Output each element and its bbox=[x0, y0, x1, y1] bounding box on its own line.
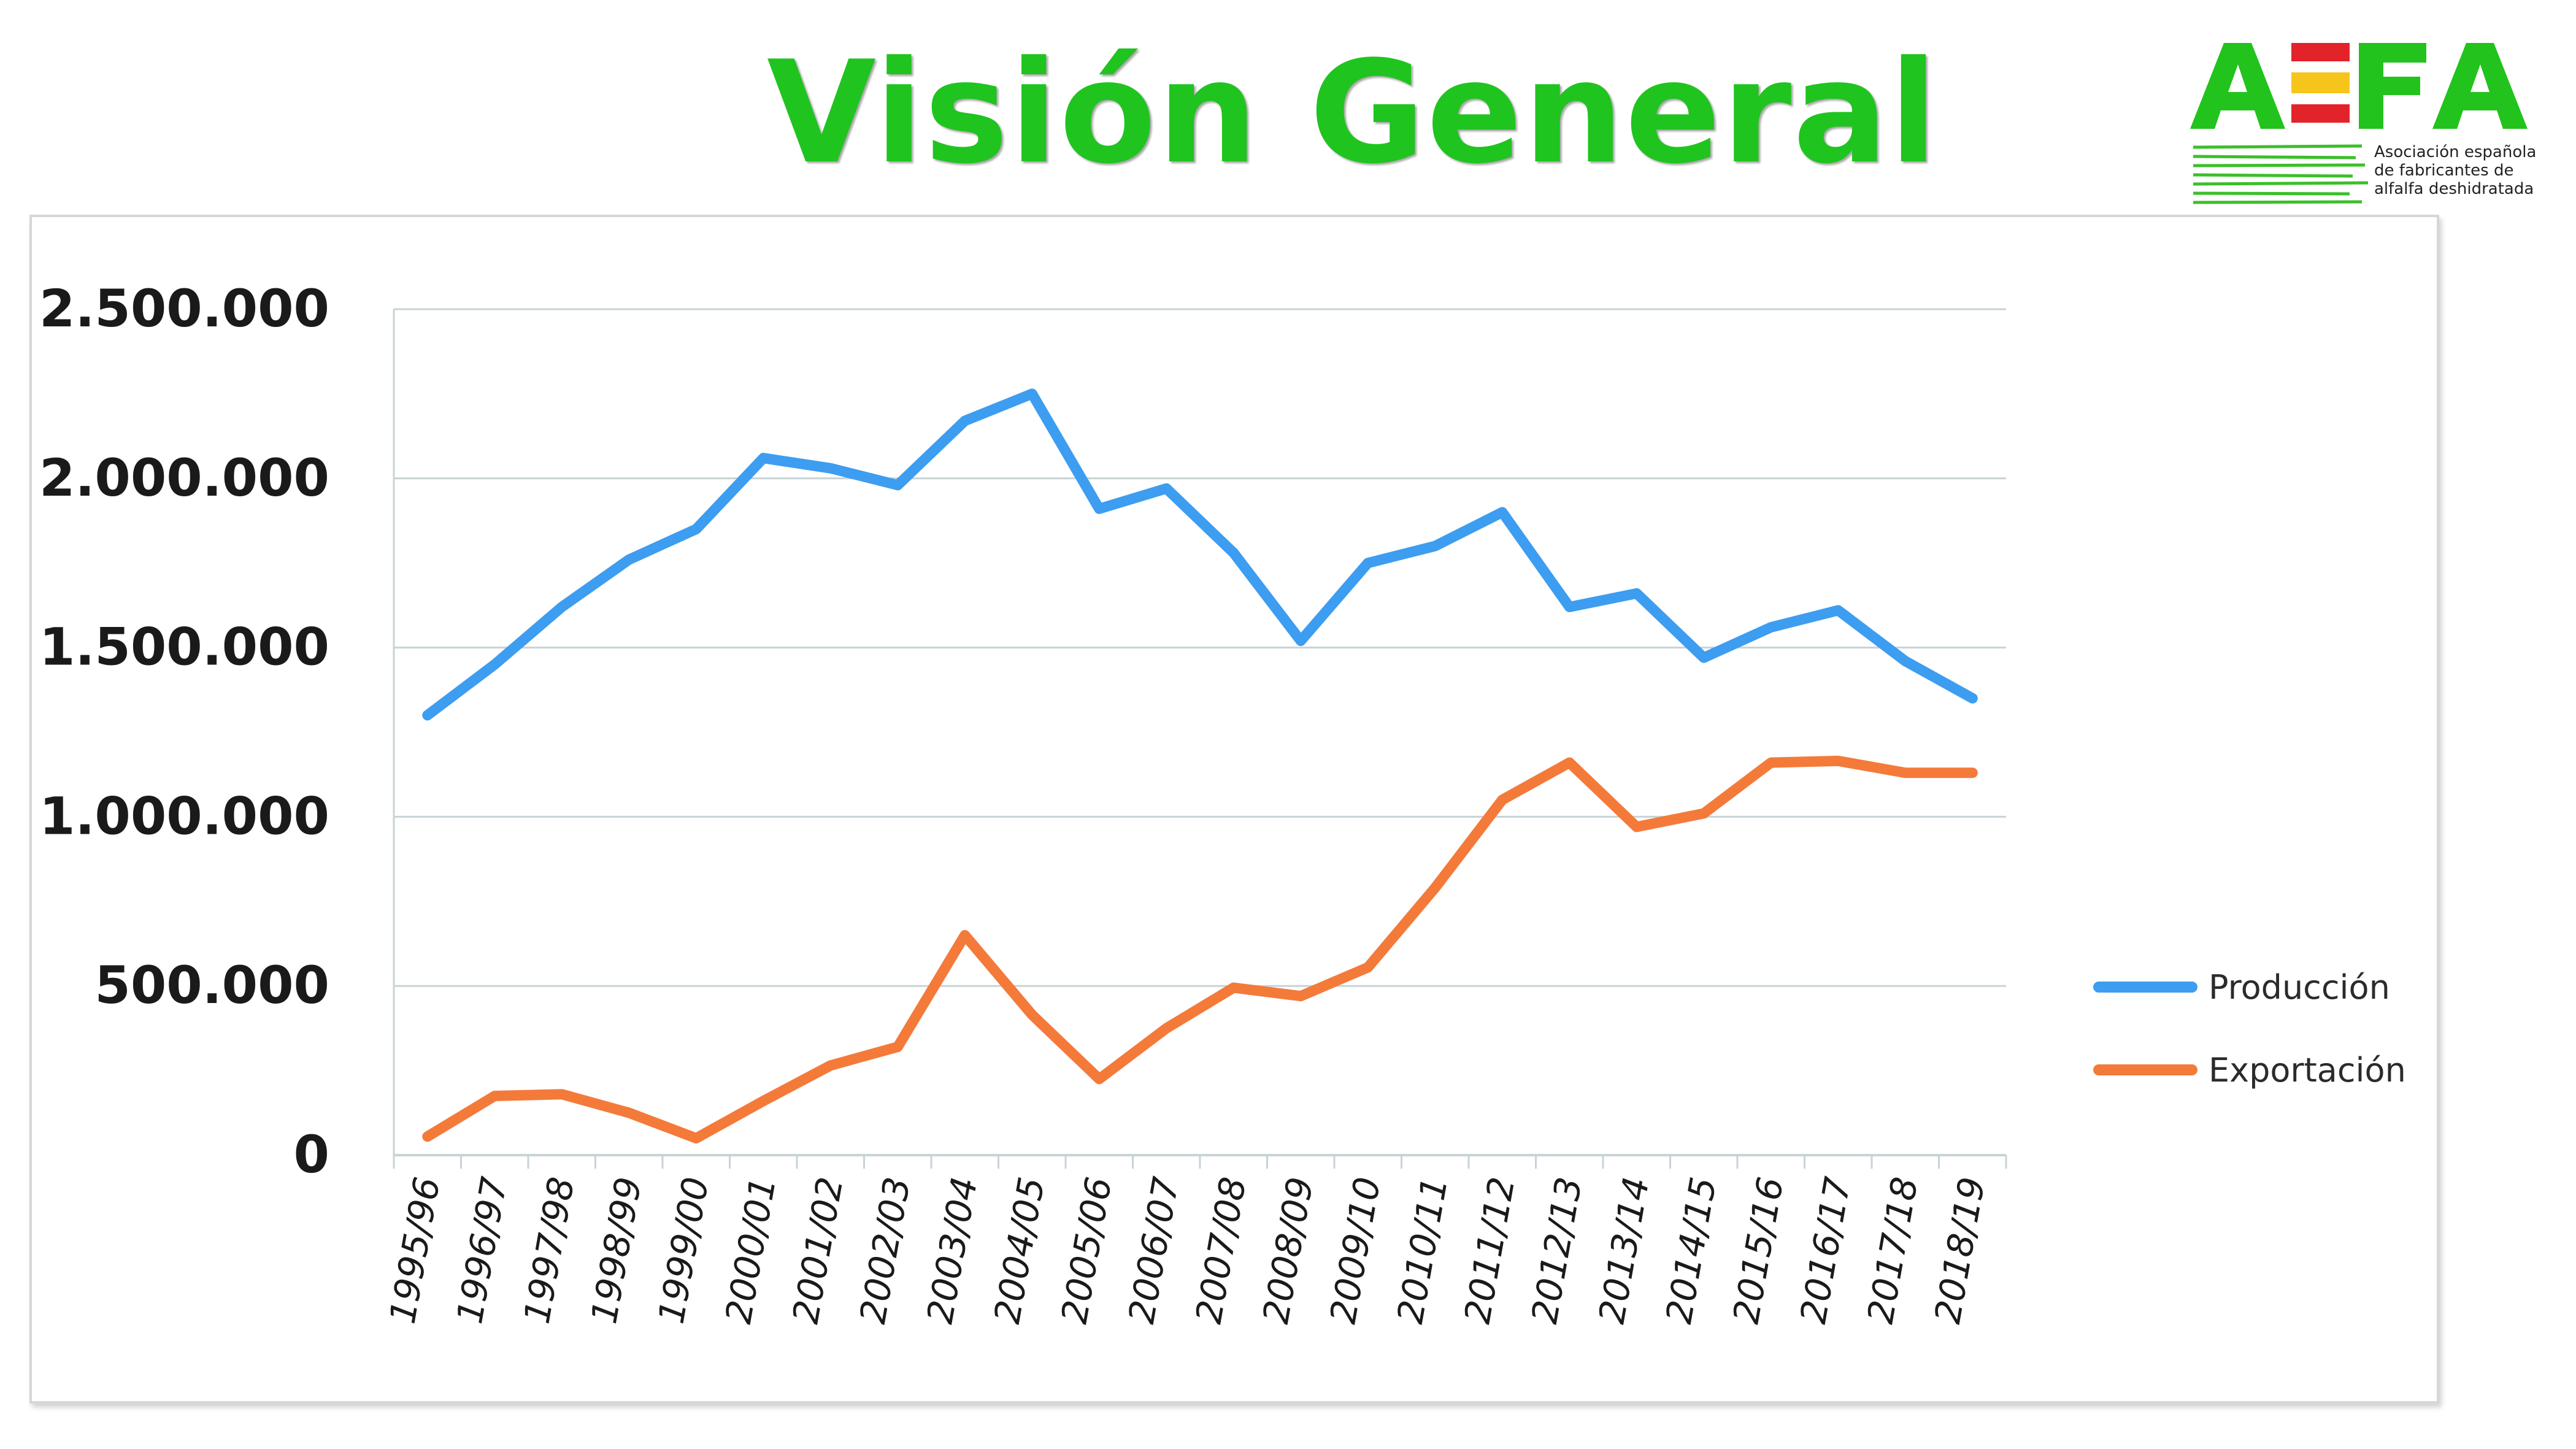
legend-label-exportacion: Exportación bbox=[2209, 1050, 2406, 1090]
logo-subtitle-line-2: de fabricantes de bbox=[2374, 161, 2513, 180]
x-tick-label: 2008/09 bbox=[1255, 1174, 1321, 1327]
legend-swatch-produccion bbox=[2093, 982, 2197, 993]
grid-lines bbox=[394, 308, 2006, 987]
y-tick-label: 0 bbox=[294, 1124, 329, 1185]
x-tick-label: 2013/14 bbox=[1591, 1174, 1658, 1327]
x-tick-label: 2006/07 bbox=[1120, 1174, 1187, 1327]
x-tick-label: 2003/04 bbox=[919, 1174, 986, 1327]
logo-flag-red-top bbox=[2291, 43, 2350, 61]
logo-letter-a2 bbox=[2432, 43, 2528, 129]
y-tick-label: 1.000.000 bbox=[39, 786, 329, 846]
x-tick-label: 2010/11 bbox=[1389, 1174, 1456, 1327]
x-tick-label: 2012/13 bbox=[1523, 1174, 1590, 1327]
x-tick-label: 2004/05 bbox=[986, 1174, 1053, 1327]
x-tick-label: 1999/00 bbox=[650, 1174, 717, 1327]
x-tick-label: 2015/16 bbox=[1725, 1174, 1792, 1327]
logo-letter-a bbox=[2190, 43, 2285, 129]
logo-flag-yellow bbox=[2291, 72, 2350, 93]
legend-item-produccion: Producción bbox=[2093, 953, 2461, 1021]
series-line-exportacion bbox=[422, 755, 1978, 1143]
aefa-logo: Asociación española de fabricantes de al… bbox=[2190, 43, 2536, 204]
x-tick-label: 2002/03 bbox=[852, 1174, 918, 1327]
y-tick-labels: 2.500.000 2.000.000 1.500.000 1.000.000 500.… bbox=[39, 279, 329, 1185]
x-tick-label: 2014/15 bbox=[1658, 1174, 1724, 1327]
logo-subtitle-line-1: Asociación española bbox=[2374, 143, 2536, 161]
x-tick-label: 2018/19 bbox=[1926, 1174, 1993, 1327]
x-tick-label: 2009/10 bbox=[1322, 1174, 1389, 1327]
logo-letter-f bbox=[2359, 43, 2426, 129]
x-tick-label: 1995/96 bbox=[382, 1174, 448, 1327]
x-tick-label: 2007/08 bbox=[1188, 1174, 1255, 1327]
x-tick-labels: 1995/96 1996/97 1997/98 1998/99 1999/00 2000/… bbox=[382, 1174, 1993, 1327]
legend: Producción Exportación bbox=[2093, 953, 2461, 1119]
y-tick-label: 2.000.000 bbox=[39, 448, 329, 508]
page-title: Visión General bbox=[767, 31, 1939, 195]
x-tick-label: 2016/17 bbox=[1792, 1174, 1859, 1327]
x-tick-label: 1997/98 bbox=[516, 1174, 583, 1327]
legend-item-exportacion: Exportación bbox=[2093, 1036, 2461, 1104]
legend-swatch-exportacion bbox=[2093, 1064, 2197, 1075]
series-line-produccion bbox=[422, 388, 1978, 721]
x-tick-label: 1996/97 bbox=[448, 1174, 515, 1327]
line-chart: 2.500.000 2.000.000 1.500.000 1.000.000 500.… bbox=[39, 279, 2007, 1327]
x-tick-label: 2017/18 bbox=[1859, 1174, 1926, 1327]
logo-subtitle-line-3: alfalfa deshidratada bbox=[2374, 180, 2534, 198]
series-lines bbox=[422, 388, 1978, 1143]
axes bbox=[393, 309, 2007, 1169]
x-tick-label: 2000/01 bbox=[717, 1174, 784, 1327]
x-tick-label: 2005/06 bbox=[1053, 1174, 1120, 1327]
y-tick-label: 2.500.000 bbox=[39, 279, 329, 339]
y-tick-label: 1.500.000 bbox=[39, 617, 329, 677]
legend-label-produccion: Producción bbox=[2209, 967, 2390, 1007]
x-tick-label: 1998/99 bbox=[583, 1174, 650, 1327]
chart-frame: 2.500.000 2.000.000 1.500.000 1.000.000 500.… bbox=[29, 215, 2439, 1404]
y-tick-label: 500.000 bbox=[94, 955, 329, 1015]
logo-flag-red-bottom bbox=[2291, 104, 2350, 123]
x-tick-label: 2011/12 bbox=[1456, 1174, 1523, 1327]
logo-grass-lines bbox=[2193, 144, 2369, 204]
x-tick-label: 2001/02 bbox=[785, 1174, 852, 1327]
